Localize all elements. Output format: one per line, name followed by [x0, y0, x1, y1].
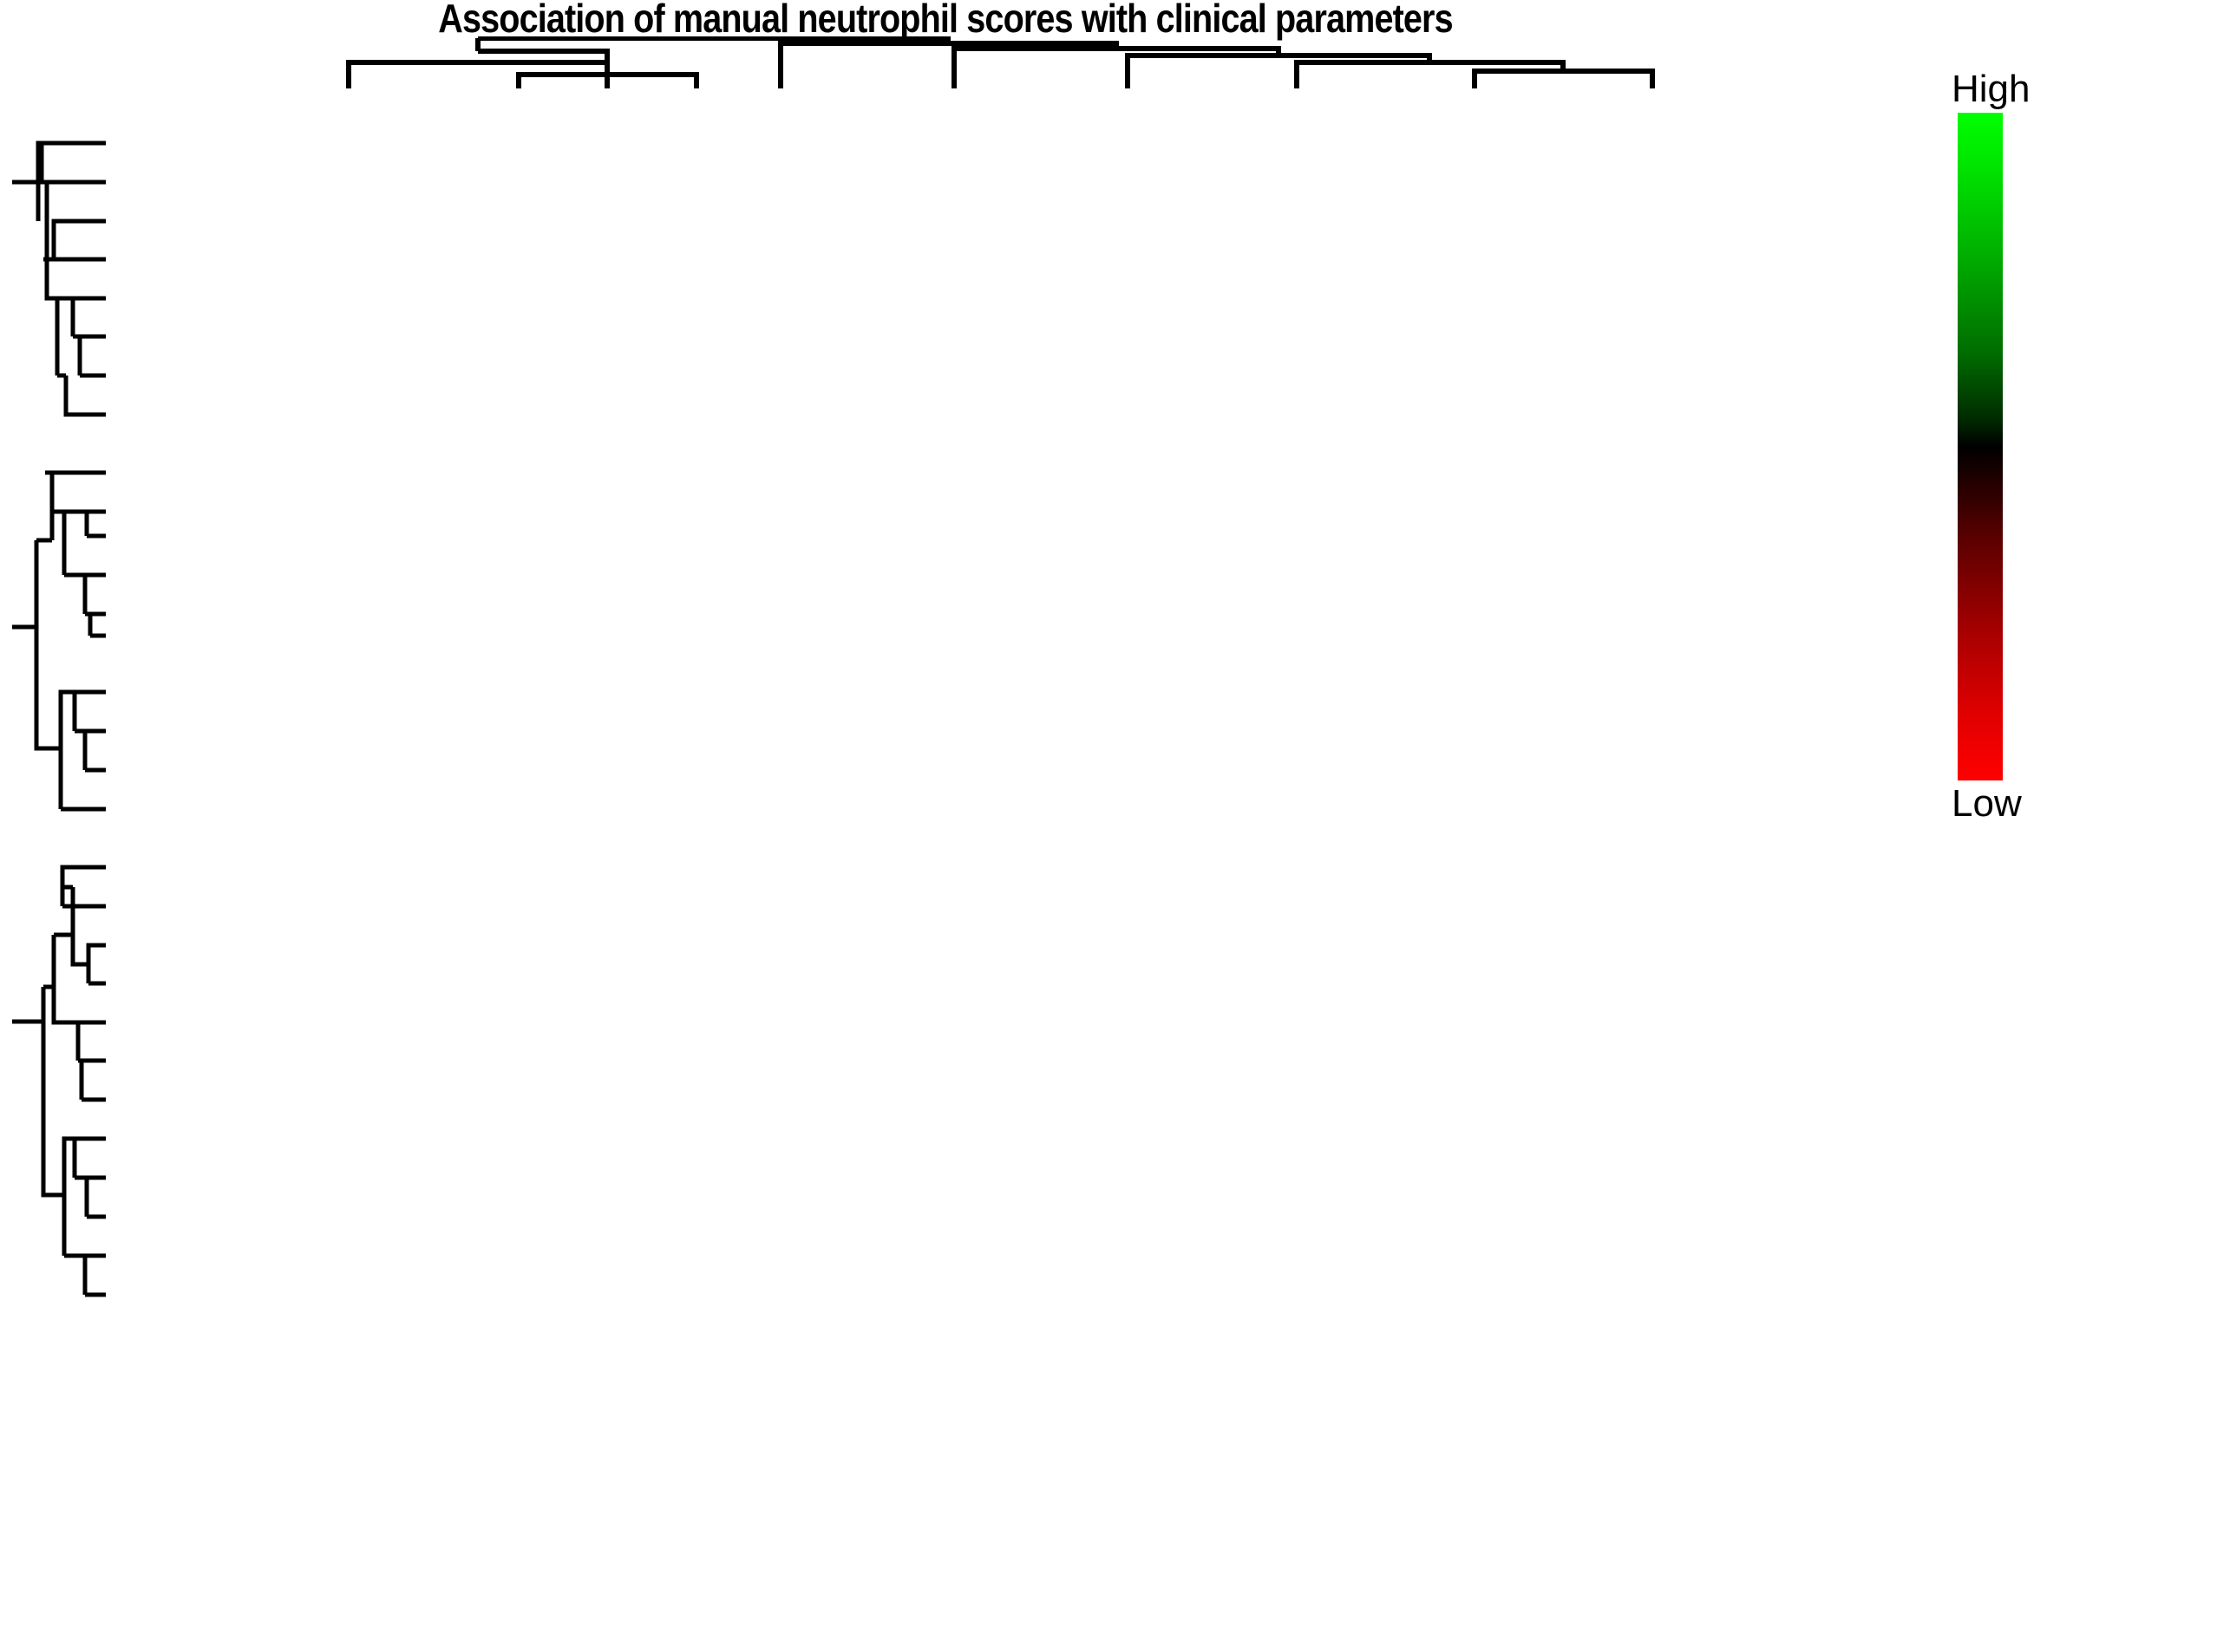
row-dendrogram-block-3 — [12, 848, 106, 1323]
page-title: Association of manual neutrophil scores … — [438, 0, 1453, 41]
colorbar — [1958, 113, 2003, 780]
row-dendrogram-block-2 — [12, 454, 106, 842]
column-dendrogram — [260, 36, 1856, 88]
colorbar-low-label: Low — [1952, 782, 2022, 825]
row-dendrogram-block-1 — [12, 124, 106, 434]
colorbar-high-label: High — [1952, 68, 2031, 110]
